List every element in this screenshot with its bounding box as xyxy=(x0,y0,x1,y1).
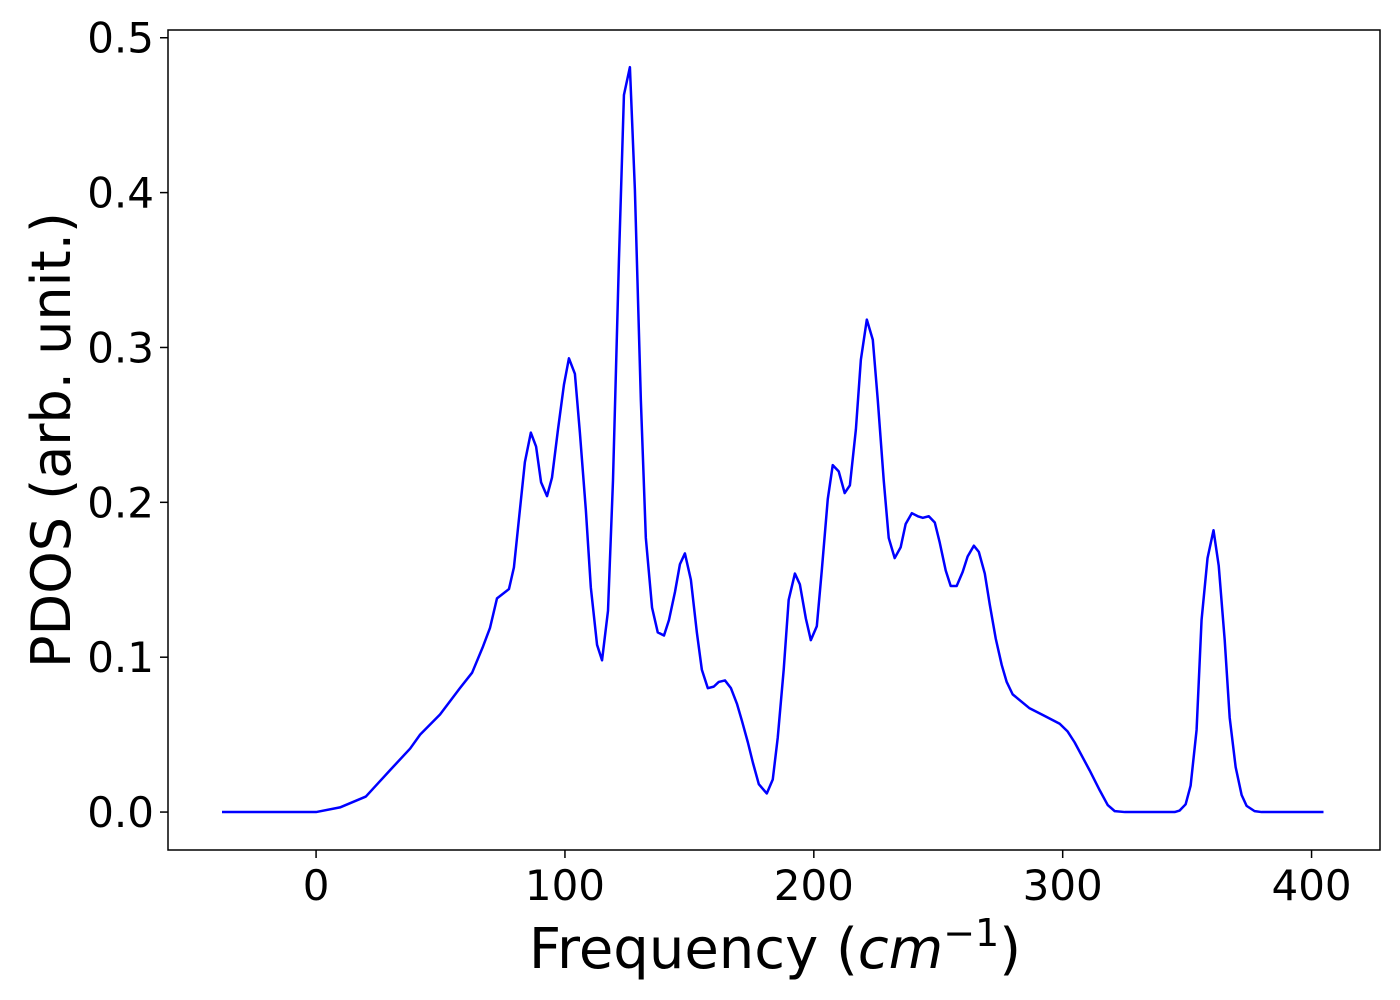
x-tick-label: 400 xyxy=(1271,861,1351,910)
y-tick-label: 0.3 xyxy=(87,323,154,372)
y-tick-label: 0.0 xyxy=(87,788,154,837)
x-label-text: ) xyxy=(999,917,1021,982)
x-label-unit: cm xyxy=(858,917,943,982)
y-tick-label: 0.2 xyxy=(87,478,154,527)
y-tick-label: 0.1 xyxy=(87,633,154,682)
x-label-exponent: −1 xyxy=(943,911,999,955)
x-tick-label: 300 xyxy=(1023,861,1103,910)
x-tick-label: 200 xyxy=(774,861,854,910)
plot-frame xyxy=(167,29,1381,851)
y-tick-label: 0.5 xyxy=(87,14,154,63)
x-axis-label: Frequency (cm−1) xyxy=(529,911,1021,982)
x-tick-label: 100 xyxy=(525,861,605,910)
y-axis-label: PDOS (arb. unit.) xyxy=(20,212,83,668)
x-label-text: Frequency ( xyxy=(529,917,858,982)
data-line xyxy=(222,65,1324,814)
x-tick-label: 0 xyxy=(303,861,330,910)
y-tick-label: 0.4 xyxy=(87,169,154,218)
